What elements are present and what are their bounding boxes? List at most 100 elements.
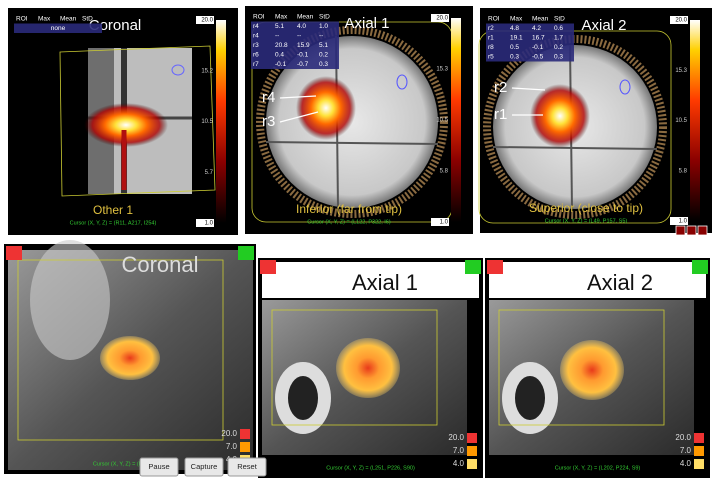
anatomy [30, 240, 110, 360]
table-cell: 16.7 [532, 34, 545, 41]
table-header: StD [319, 13, 330, 20]
colorbar-tick: 20.0 [436, 16, 448, 22]
table-cell: 0.5 [510, 44, 519, 51]
tick-bg [431, 14, 449, 22]
panel-title: Coronal [121, 252, 198, 277]
window-button[interactable] [675, 225, 686, 236]
button-label[interactable]: Capture [191, 462, 218, 471]
table-header: Mean [60, 15, 77, 22]
heat-blob [100, 336, 160, 380]
tick-bg [196, 219, 214, 227]
table-cell: 0.2 [554, 44, 563, 51]
table-cell: r3 [253, 42, 259, 49]
table-cell: 0.3 [554, 53, 563, 60]
cursor-readout: Cursor (X, Y, Z) = (L251, P226, S90) [326, 465, 415, 471]
table-cell: r8 [488, 44, 494, 51]
window-button[interactable] [697, 225, 708, 236]
button-label[interactable]: Pause [148, 462, 169, 471]
tick-bg [670, 16, 688, 24]
legend-label: 20.0 [448, 433, 464, 442]
roi [396, 74, 408, 90]
table-cell: r5 [488, 53, 494, 60]
colorbar-tick: 10.5 [675, 118, 687, 124]
legend-swatch [467, 433, 477, 443]
heat-blob [336, 338, 400, 398]
roi-label: r1 [494, 106, 507, 123]
colorbar-tick: 15.3 [675, 68, 687, 74]
table-header: Mean [532, 15, 549, 22]
tick-bg [670, 217, 688, 225]
colorbar [690, 20, 700, 221]
cursor-readout: Cursor (X, Y, Z) = (L202, P224, S9) [555, 465, 641, 471]
panel-title: Axial 2 [587, 270, 653, 295]
cursor-readout: Cursor (X, Y, Z) = (L122, P322, I6) [307, 219, 391, 225]
legend-label: 20.0 [675, 433, 691, 442]
table-bg [251, 21, 339, 69]
hotspot [296, 76, 356, 140]
table-cell: -- [297, 32, 301, 39]
corner-red [260, 260, 276, 274]
button[interactable] [184, 457, 224, 477]
colorbar-tick: 20.0 [201, 18, 213, 24]
legend-swatch [694, 433, 704, 443]
heat-blob [560, 340, 624, 400]
table-cell: 0.3 [319, 61, 328, 68]
table-cell: 0.2 [319, 51, 328, 58]
table-cell: 1.7 [554, 34, 563, 41]
table-cell: r4 [253, 32, 259, 39]
colorbar-tick: 5.7 [205, 170, 214, 176]
table-cell: r7 [253, 61, 259, 68]
table-header: Max [510, 15, 523, 22]
table-cell: r1 [488, 34, 494, 41]
table-cell: 5.1 [275, 23, 284, 30]
button[interactable] [139, 457, 179, 477]
table-cell: 15.9 [297, 42, 310, 49]
corner-green [465, 260, 481, 274]
roi-label: r3 [262, 113, 275, 130]
table-cell: -0.1 [297, 51, 309, 58]
table-cell: -0.5 [532, 53, 544, 60]
table-cell: 4.0 [297, 23, 306, 30]
cursor-readout: Cursor (X, Y, Z) = (L49, P157, S5) [545, 218, 628, 224]
legend-swatch [694, 459, 704, 469]
caption: Inferior (far from tip) [296, 202, 402, 216]
table-cell: 0.4 [275, 51, 284, 58]
table-cell: -0.1 [532, 44, 544, 51]
noise-ring [483, 35, 667, 219]
colorbar-tick: 1.0 [679, 219, 688, 225]
table-cell: 4.2 [532, 25, 541, 32]
table-cell: -0.7 [297, 61, 309, 68]
caption: Other 1 [93, 203, 133, 217]
table-cell: -0.1 [275, 61, 287, 68]
colorbar [451, 18, 461, 222]
table-header: ROI [253, 13, 265, 20]
table-header: Max [38, 15, 51, 22]
table-cell: 5.1 [319, 42, 328, 49]
tick-bg [431, 218, 449, 226]
legend-swatch [467, 459, 477, 469]
button[interactable] [227, 457, 267, 477]
caption: Superior (close to tip) [529, 201, 643, 215]
corner-green [238, 246, 254, 260]
roi-outline [271, 309, 438, 426]
colorbar-tick: 1.0 [440, 220, 449, 226]
corner-red [6, 246, 22, 260]
roi-label: r4 [262, 89, 275, 106]
legend-label: 20.0 [221, 429, 237, 438]
table-cell: none [51, 25, 66, 32]
arrow [279, 111, 319, 123]
roi-outline [17, 259, 224, 441]
window-button[interactable] [686, 225, 697, 236]
legend-swatch [467, 446, 477, 456]
panel-top [489, 262, 706, 298]
hotspot [530, 84, 590, 148]
tick-bg [196, 16, 214, 24]
colorbar-tick: 10.5 [201, 119, 213, 125]
panel-top [262, 262, 479, 298]
button-label[interactable]: Reset [237, 462, 258, 471]
table-header: ROI [16, 15, 28, 22]
roi-outline [59, 45, 216, 197]
table-cell: 19.1 [510, 34, 523, 41]
roi [619, 79, 631, 95]
